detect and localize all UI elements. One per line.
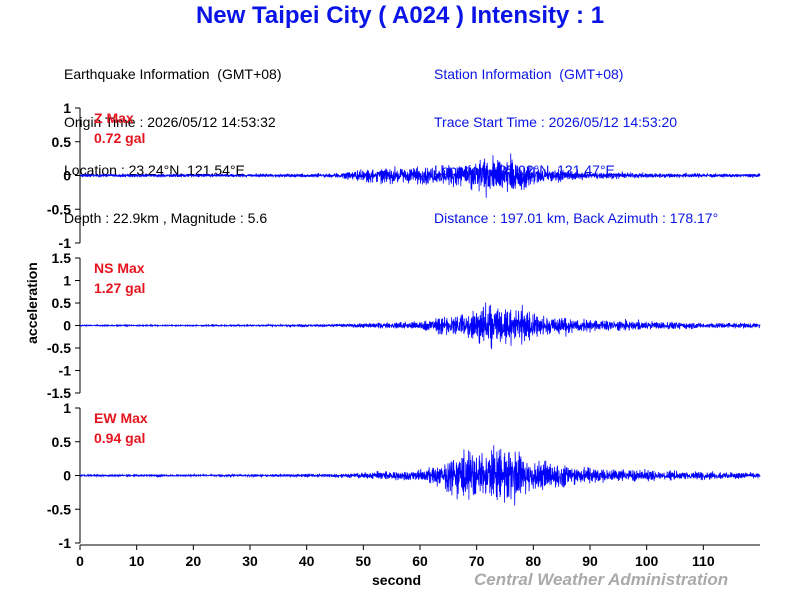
z-y-tick-label: 0.5: [52, 134, 72, 150]
x-tick-label: 40: [299, 553, 315, 569]
x-tick-label: 60: [412, 553, 428, 569]
ns-y-tick-label: 0.5: [52, 295, 72, 311]
x-tick-label: 70: [469, 553, 485, 569]
ew-waveform: [79, 445, 761, 506]
z-max-value: 0.72 gal: [94, 130, 145, 146]
page-title: New Taipei City ( A024 ) Intensity : 1: [195, 2, 605, 29]
x-tick-label: 30: [242, 553, 258, 569]
ns-y-tick-label: -0.5: [47, 340, 71, 356]
station-info-heading: Station Information (GMT+08): [434, 66, 624, 82]
ew-y-tick-label: -0.5: [47, 501, 71, 517]
ns-max-value: 1.27 gal: [94, 280, 145, 296]
ns-y-tick-label: 1.5: [52, 250, 72, 266]
z-waveform: [79, 153, 761, 198]
origin-time: Origin Time : 2026/05/12 14:53:32: [64, 114, 276, 130]
ns-max-title: NS Max: [94, 260, 145, 276]
z-max-title: Z Max: [94, 110, 134, 126]
ew-max-value: 0.94 gal: [94, 430, 145, 446]
ew-y-tick-label: 0.5: [52, 434, 72, 450]
z-y-tick-label: -0.5: [47, 201, 71, 217]
ew-y-tick-label: 0: [63, 468, 71, 484]
ew-y-tick-label: -1: [59, 535, 72, 551]
earthquake-info: Earthquake Information (GMT+08) Origin T…: [64, 34, 282, 242]
z-y-tick-label: 0: [63, 168, 71, 184]
y-axis-label: acceleration: [24, 262, 40, 344]
z-y-tick-label: 1: [63, 100, 71, 116]
x-tick-label: 50: [356, 553, 372, 569]
ns-waveform: [79, 302, 761, 350]
x-tick-label: 100: [635, 553, 659, 569]
ns-y-tick-label: -1: [59, 363, 72, 379]
depth-magnitude: Depth : 22.9km , Magnitude : 5.6: [64, 210, 268, 226]
x-tick-label: 0: [76, 553, 84, 569]
x-axis-label: second: [372, 572, 422, 588]
ns-y-tick-label: -1.5: [47, 385, 71, 401]
ns-y-tick-label: 1: [63, 273, 71, 289]
distance-azimuth: Distance : 197.01 km, Back Azimuth : 178…: [434, 210, 719, 226]
x-tick-label: 80: [526, 553, 542, 569]
x-tick-label: 20: [186, 553, 202, 569]
ew-max-title: EW Max: [94, 410, 148, 426]
agency-credit: Central Weather Administration: [474, 570, 729, 589]
trace-start-time: Trace Start Time : 2026/05/12 14:53:20: [434, 114, 678, 130]
x-tick-label: 110: [692, 553, 715, 569]
ns-y-tick-label: 0: [63, 318, 71, 334]
x-tick-label: 90: [582, 553, 598, 569]
ew-y-tick-label: 1: [63, 400, 71, 416]
x-tick-label: 10: [129, 553, 145, 569]
z-y-tick-label: -1: [59, 235, 72, 251]
earthquake-info-heading: Earthquake Information (GMT+08): [64, 66, 282, 82]
